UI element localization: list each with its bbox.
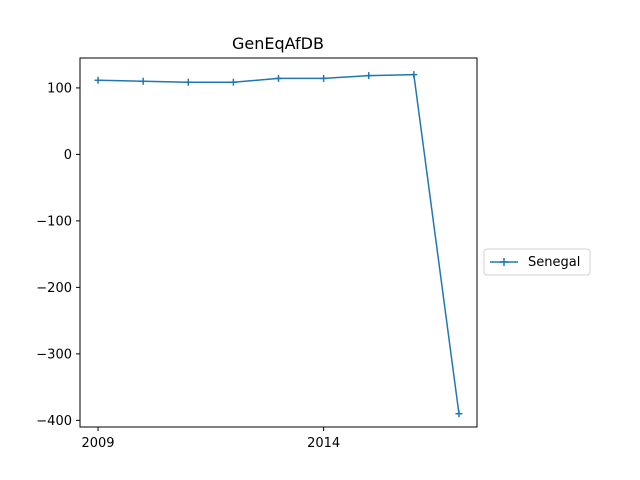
y-tick-label: −100 (36, 214, 72, 229)
data-point-marker (320, 74, 328, 82)
data-point-marker (275, 74, 282, 82)
legend-label-senegal: Senegal (528, 255, 580, 270)
chart-title: GenEqAfDB (232, 34, 324, 53)
legend: Senegal (483, 248, 591, 276)
series-layer (94, 71, 463, 418)
y-tick-label: −300 (36, 347, 72, 362)
y-tick-label: 0 (64, 148, 72, 163)
data-point-marker (365, 72, 373, 80)
y-axis: 100 0 −100 −200 −300 −400 (36, 81, 80, 429)
data-point-marker (410, 71, 418, 79)
y-tick-label: −200 (36, 281, 72, 296)
data-point-marker (184, 78, 192, 86)
plot-area-frame (79, 57, 478, 428)
y-tick-label: −400 (36, 414, 72, 429)
y-tick-label: 100 (47, 81, 72, 96)
data-point-marker (229, 78, 237, 86)
legend-box (483, 248, 591, 276)
data-point-marker (139, 77, 147, 85)
series-line-senegal (98, 73, 460, 414)
data-point-marker (455, 410, 463, 418)
x-axis: 2009 2014 (81, 427, 340, 451)
x-tick-label: 2009 (81, 436, 114, 451)
data-point-marker (94, 76, 102, 84)
x-tick-label: 2014 (307, 436, 340, 451)
